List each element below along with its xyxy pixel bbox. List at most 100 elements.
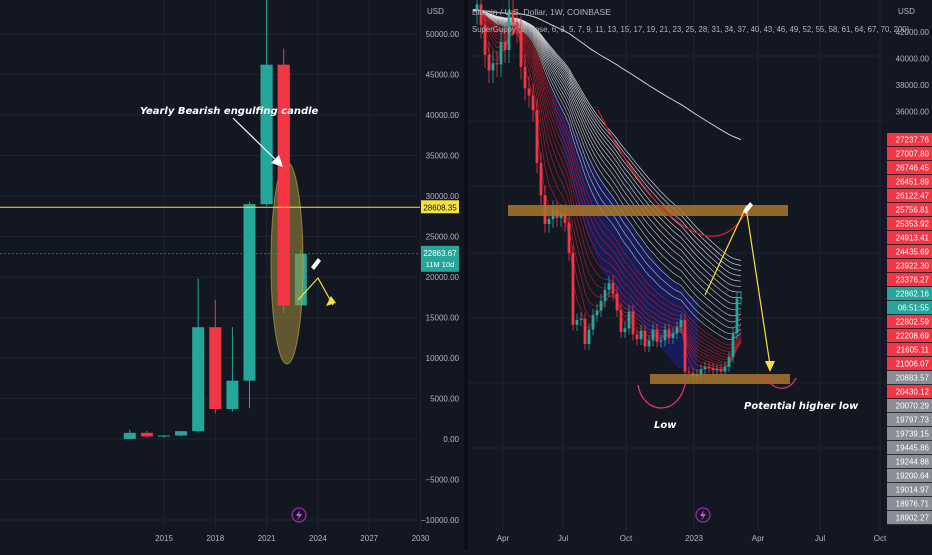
bearish-fill — [548, 80, 698, 370]
y-tick-label: 0.00 — [443, 435, 459, 444]
price-tag-label: 20070.29 — [896, 402, 930, 411]
candle-body — [475, 4, 479, 11]
candle-body — [491, 63, 495, 71]
price-tag-bg — [887, 217, 932, 231]
lightning-icon[interactable] — [291, 507, 307, 523]
weekly-chart-panel[interactable]: 42000.00 40000.00 38000.00 36000.00 27237.76… — [468, 0, 932, 550]
candle-body — [527, 88, 531, 96]
candle-body — [635, 334, 639, 340]
candle-body — [699, 369, 703, 374]
price-tag-bg — [887, 343, 932, 357]
candle-body — [583, 318, 587, 344]
price-tag-bg — [887, 259, 932, 273]
price-tag-bg — [421, 245, 459, 272]
candle-body — [591, 315, 595, 330]
candle-body — [519, 29, 523, 67]
candle-body — [599, 300, 603, 311]
y-tick-label: 40000.00 — [426, 111, 460, 120]
panel-divider[interactable] — [464, 0, 468, 550]
price-tag-bg — [887, 469, 932, 483]
guppy-ema-line — [472, 9, 742, 293]
price-tag-bg — [887, 315, 932, 329]
price-tag-label: 19739.15 — [896, 430, 930, 439]
price-tag-bg — [887, 497, 932, 511]
candle-body — [175, 431, 188, 436]
x-tick-label: 2024 — [309, 534, 327, 543]
x-tick-label: 2021 — [258, 534, 276, 543]
price-tag-label: 06:51:55 — [898, 304, 930, 313]
price-tag-label: 20883.57 — [896, 374, 930, 383]
price-tick-label: 42000.00 — [896, 28, 930, 37]
candle-body — [619, 310, 623, 332]
price-tick-label: 36000.00 — [896, 108, 930, 117]
candle-body — [715, 369, 719, 371]
lightning-icon[interactable] — [695, 507, 711, 523]
price-tag-label: 19014.97 — [896, 486, 930, 495]
price-tag-label: 19797.73 — [896, 416, 930, 425]
x-tick-label: Oct — [874, 534, 887, 543]
price-tag-bg — [887, 357, 932, 371]
support-zone — [650, 374, 790, 384]
candle-body — [611, 282, 615, 294]
candle-body — [727, 357, 731, 367]
candle-body — [563, 213, 567, 223]
candle-body — [639, 330, 643, 340]
symbol-title: Bitcoin / U.S. Dollar, 1W, COINBASE — [472, 7, 611, 17]
candle-body — [739, 297, 743, 299]
price-tag-label: 21006.07 — [896, 360, 930, 369]
annotation-arrow — [232, 117, 279, 163]
candle-body — [679, 320, 683, 328]
candle-body — [655, 329, 659, 342]
price-tag-countdown: 11M 10d — [426, 260, 455, 269]
candle-body — [260, 64, 273, 205]
guppy-ema-line — [472, 9, 742, 305]
x-tick-label: 2030 — [412, 534, 430, 543]
candle-body — [547, 219, 551, 224]
candle-body — [487, 54, 491, 71]
candle-body — [209, 327, 222, 410]
price-tag-label: 24913.41 — [896, 234, 930, 243]
price-tag-value: 22863.67 — [423, 249, 457, 258]
x-tick-label: 2027 — [360, 534, 378, 543]
price-tag-bg — [887, 203, 932, 217]
candle-body — [675, 327, 679, 334]
price-tag-label: 21605.11 — [896, 346, 929, 355]
candle-body — [479, 4, 483, 25]
price-tag-bg — [887, 399, 932, 413]
candle-body — [579, 318, 583, 320]
projection-path — [297, 276, 334, 306]
guppy-ema-line — [472, 9, 742, 363]
y-tick-label: 30000.00 — [426, 192, 460, 201]
candle-body — [659, 340, 663, 342]
price-tag-label: 25353.92 — [896, 220, 930, 229]
x-tick-label: Apr — [752, 534, 765, 543]
low-circle — [637, 379, 687, 409]
price-tag-label: 18902.27 — [896, 514, 930, 523]
price-tag-label: 19200.64 — [896, 472, 930, 481]
candle-body — [723, 366, 727, 372]
price-tag-label: 27007.80 — [896, 150, 930, 159]
y-axis: −15000.00−10000.00−5000.000.005000.00100… — [421, 30, 460, 525]
price-tag-label: 23922.30 — [896, 262, 930, 271]
candle-body — [158, 435, 170, 437]
weekly-chart-svg[interactable]: 42000.00 40000.00 38000.00 36000.00 27237.76… — [468, 0, 932, 550]
price-tag-label: 26122.47 — [896, 192, 930, 201]
guppy-ema-line — [472, 9, 742, 355]
candle-body — [511, 10, 515, 23]
candle-body — [192, 327, 205, 432]
guppy-ema-line — [472, 9, 742, 311]
price-tag-label: 25756.81 — [896, 206, 930, 215]
price-tick-label: 40000.00 — [896, 55, 930, 64]
x-tick-label: 2023 — [685, 534, 703, 543]
price-tag-bg — [887, 287, 932, 301]
candle-body — [515, 22, 519, 30]
price-tag-bg — [887, 301, 932, 315]
price-tag-label: 24435.69 — [896, 248, 930, 257]
candle-body — [277, 64, 290, 306]
candle-body — [687, 371, 691, 373]
candle-body — [495, 63, 499, 65]
candle-body — [226, 380, 239, 410]
candle-body — [663, 329, 667, 341]
